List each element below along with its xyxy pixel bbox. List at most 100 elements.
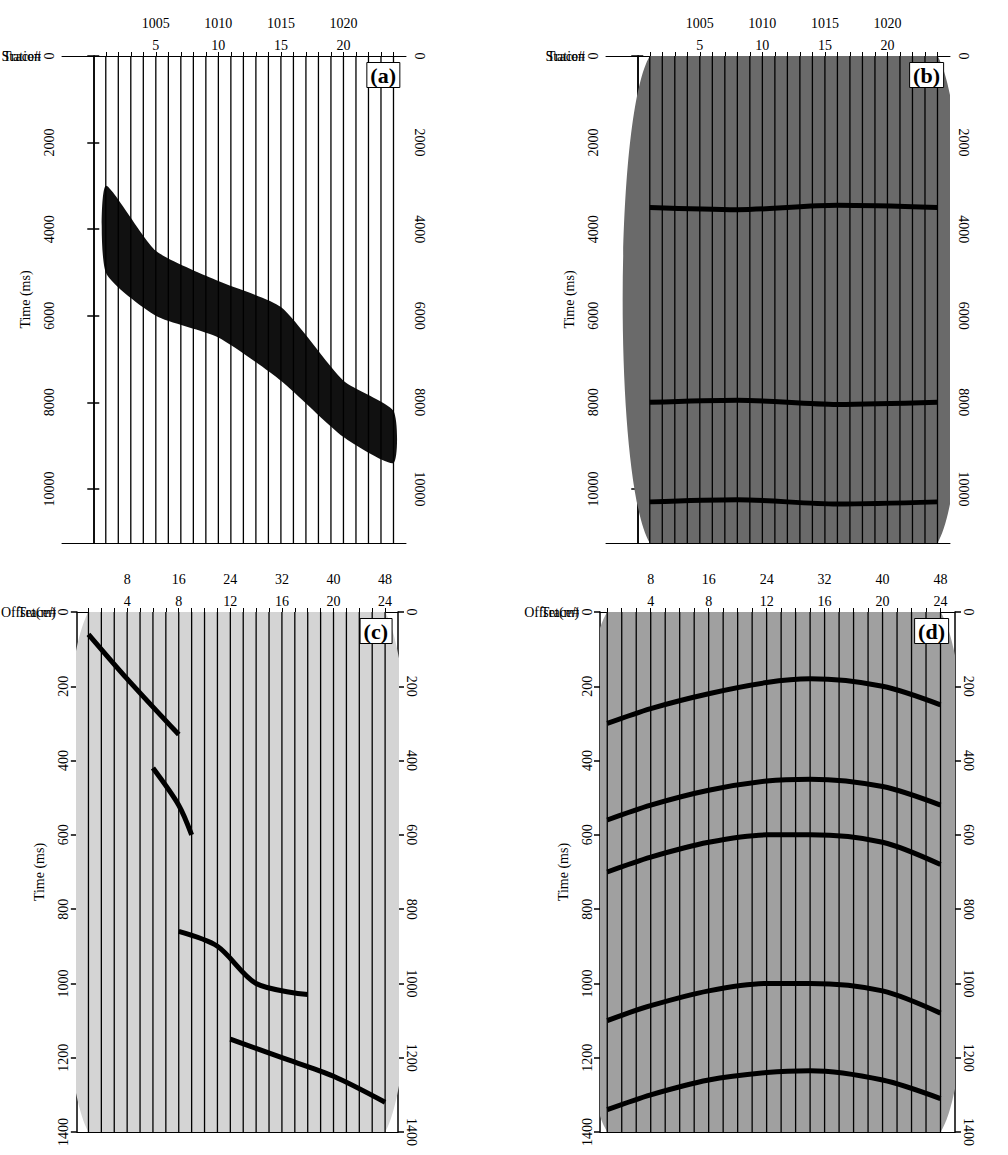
svg-text:1015: 1015 bbox=[267, 16, 295, 31]
svg-text:8000: 8000 bbox=[956, 388, 971, 416]
svg-text:20: 20 bbox=[876, 594, 890, 609]
svg-text:4: 4 bbox=[124, 594, 131, 609]
svg-text:Time (ms): Time (ms) bbox=[562, 270, 578, 329]
svg-text:1020: 1020 bbox=[329, 16, 357, 31]
svg-text:1200: 1200 bbox=[56, 1044, 71, 1072]
svg-text:0: 0 bbox=[42, 53, 57, 60]
svg-text:8: 8 bbox=[124, 572, 131, 587]
svg-text:24: 24 bbox=[223, 572, 237, 587]
svg-text:400: 400 bbox=[404, 750, 419, 771]
svg-text:400: 400 bbox=[56, 750, 71, 771]
svg-text:4000: 4000 bbox=[586, 215, 601, 243]
svg-text:2000: 2000 bbox=[42, 129, 57, 157]
svg-text:4: 4 bbox=[647, 594, 654, 609]
svg-text:32: 32 bbox=[818, 572, 832, 587]
svg-text:20: 20 bbox=[880, 38, 894, 53]
svg-text:10: 10 bbox=[211, 38, 225, 53]
svg-text:1005: 1005 bbox=[686, 16, 714, 31]
svg-text:16: 16 bbox=[172, 572, 186, 587]
svg-text:40: 40 bbox=[876, 572, 890, 587]
svg-text:12: 12 bbox=[223, 594, 237, 609]
svg-text:4000: 4000 bbox=[412, 215, 427, 243]
svg-text:Offset(m): Offset(m) bbox=[524, 605, 579, 621]
svg-text:Station: Station bbox=[1, 49, 41, 64]
svg-text:1400: 1400 bbox=[56, 1118, 71, 1146]
svg-text:10000: 10000 bbox=[42, 471, 57, 506]
svg-text:200: 200 bbox=[56, 676, 71, 697]
svg-text:10000: 10000 bbox=[412, 471, 427, 506]
svg-text:16: 16 bbox=[275, 594, 289, 609]
svg-text:10: 10 bbox=[755, 38, 769, 53]
svg-text:24: 24 bbox=[760, 572, 774, 587]
svg-text:800: 800 bbox=[961, 899, 976, 920]
svg-text:16: 16 bbox=[818, 594, 832, 609]
svg-text:20: 20 bbox=[336, 38, 350, 53]
svg-text:200: 200 bbox=[961, 676, 976, 697]
svg-text:800: 800 bbox=[580, 899, 595, 920]
svg-text:600: 600 bbox=[580, 824, 595, 845]
svg-text:1000: 1000 bbox=[404, 969, 419, 997]
svg-text:0: 0 bbox=[586, 53, 601, 60]
svg-text:0: 0 bbox=[956, 53, 971, 60]
svg-text:8000: 8000 bbox=[412, 388, 427, 416]
svg-text:8000: 8000 bbox=[586, 388, 601, 416]
svg-text:200: 200 bbox=[580, 676, 595, 697]
svg-text:600: 600 bbox=[56, 824, 71, 845]
svg-text:400: 400 bbox=[961, 750, 976, 771]
svg-text:1000: 1000 bbox=[961, 969, 976, 997]
svg-text:1000: 1000 bbox=[580, 969, 595, 997]
svg-text:1400: 1400 bbox=[404, 1118, 419, 1146]
svg-text:1010: 1010 bbox=[204, 16, 232, 31]
svg-text:(b): (b) bbox=[913, 63, 940, 88]
svg-text:1200: 1200 bbox=[961, 1044, 976, 1072]
svg-text:5: 5 bbox=[152, 38, 159, 53]
svg-text:48: 48 bbox=[378, 572, 392, 587]
svg-text:1010: 1010 bbox=[748, 16, 776, 31]
svg-text:6000: 6000 bbox=[586, 302, 601, 330]
svg-text:4000: 4000 bbox=[42, 215, 57, 243]
svg-text:15: 15 bbox=[818, 38, 832, 53]
svg-text:5: 5 bbox=[696, 38, 703, 53]
svg-text:8: 8 bbox=[705, 594, 712, 609]
svg-text:24: 24 bbox=[378, 594, 392, 609]
svg-text:600: 600 bbox=[404, 824, 419, 845]
svg-text:1200: 1200 bbox=[580, 1044, 595, 1072]
svg-text:400: 400 bbox=[580, 750, 595, 771]
svg-text:0: 0 bbox=[961, 609, 976, 616]
svg-text:48: 48 bbox=[934, 572, 948, 587]
svg-text:12: 12 bbox=[760, 594, 774, 609]
svg-text:0: 0 bbox=[412, 53, 427, 60]
svg-text:2000: 2000 bbox=[586, 129, 601, 157]
svg-text:1400: 1400 bbox=[580, 1118, 595, 1146]
svg-text:16: 16 bbox=[702, 572, 716, 587]
svg-text:8000: 8000 bbox=[42, 388, 57, 416]
svg-text:0: 0 bbox=[56, 609, 71, 616]
svg-text:0: 0 bbox=[580, 609, 595, 616]
svg-text:Offset(m): Offset(m) bbox=[1, 605, 56, 621]
svg-text:(d): (d) bbox=[918, 619, 945, 644]
svg-text:1020: 1020 bbox=[873, 16, 901, 31]
svg-text:10000: 10000 bbox=[586, 471, 601, 506]
svg-text:2000: 2000 bbox=[412, 129, 427, 157]
svg-text:600: 600 bbox=[961, 824, 976, 845]
svg-text:10000: 10000 bbox=[956, 471, 971, 506]
svg-text:Time (ms): Time (ms) bbox=[18, 270, 34, 329]
svg-text:(c): (c) bbox=[364, 619, 388, 644]
svg-text:Station: Station bbox=[545, 49, 585, 64]
svg-text:0: 0 bbox=[404, 609, 419, 616]
svg-text:4000: 4000 bbox=[956, 215, 971, 243]
svg-text:Time (ms): Time (ms) bbox=[556, 843, 572, 902]
svg-text:6000: 6000 bbox=[956, 302, 971, 330]
svg-text:1200: 1200 bbox=[404, 1044, 419, 1072]
svg-text:800: 800 bbox=[404, 899, 419, 920]
svg-text:1005: 1005 bbox=[142, 16, 170, 31]
svg-text:32: 32 bbox=[275, 572, 289, 587]
svg-text:15: 15 bbox=[274, 38, 288, 53]
svg-text:200: 200 bbox=[404, 676, 419, 697]
svg-text:2000: 2000 bbox=[956, 129, 971, 157]
svg-text:(a): (a) bbox=[370, 63, 396, 88]
svg-text:6000: 6000 bbox=[412, 302, 427, 330]
svg-text:1015: 1015 bbox=[811, 16, 839, 31]
svg-text:24: 24 bbox=[934, 594, 948, 609]
svg-text:8: 8 bbox=[647, 572, 654, 587]
